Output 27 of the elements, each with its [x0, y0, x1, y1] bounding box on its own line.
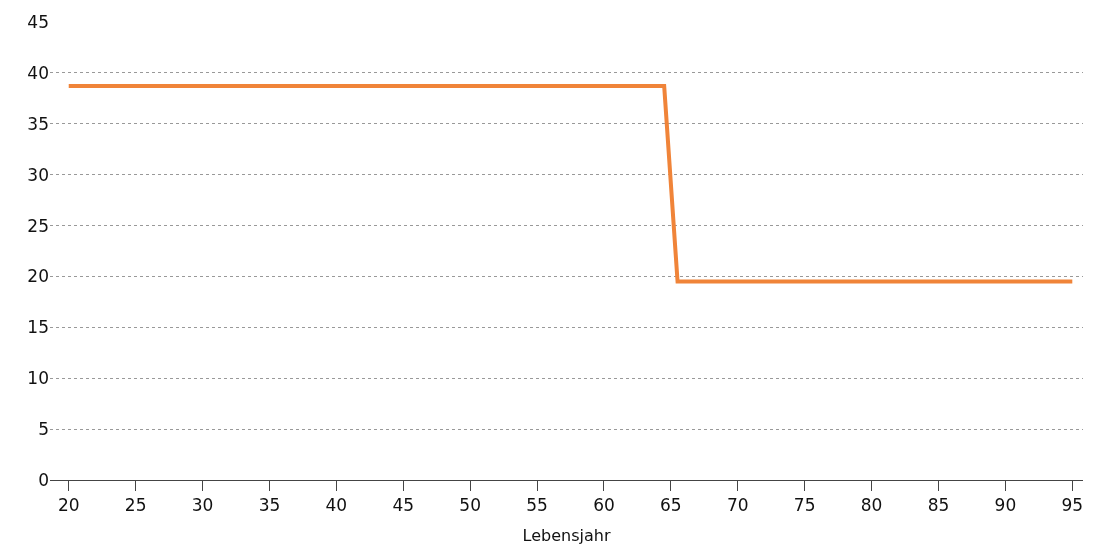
y-tick-label: 0	[38, 469, 49, 490]
x-tick-label: 70	[726, 495, 749, 516]
x-tick-label: 65	[660, 495, 682, 516]
y-tick-label: 20	[27, 266, 49, 287]
y-tick-label: 45	[27, 11, 49, 32]
x-tick-label: 75	[793, 495, 816, 516]
x-tick-label: 40	[325, 495, 348, 516]
y-tick-label: 15	[27, 317, 49, 338]
y-tick-label: 5	[38, 419, 49, 440]
x-tick-label: 35	[258, 495, 281, 516]
y-tick-label: 35	[27, 113, 49, 134]
y-tick-label: 30	[27, 164, 49, 185]
x-tick-label: 20	[57, 495, 80, 516]
x-tick-label: 85	[927, 495, 950, 516]
x-tick-label: 50	[459, 495, 481, 516]
x-tick-label: 25	[124, 495, 147, 516]
x-tick-label: 45	[392, 495, 415, 516]
x-tick-label: 95	[1061, 495, 1084, 516]
x-axis-title: Lebensjahr	[522, 526, 611, 546]
x-tick-label: 60	[593, 495, 615, 516]
x-tick-label: 30	[191, 495, 214, 516]
x-tick-label: 55	[526, 495, 548, 516]
x-tick-label: 80	[860, 495, 883, 516]
y-tick-label: 25	[27, 215, 49, 236]
y-tick-label: 10	[27, 368, 49, 389]
y-tick-label: 40	[27, 62, 49, 83]
x-tick-label: 90	[994, 495, 1017, 516]
